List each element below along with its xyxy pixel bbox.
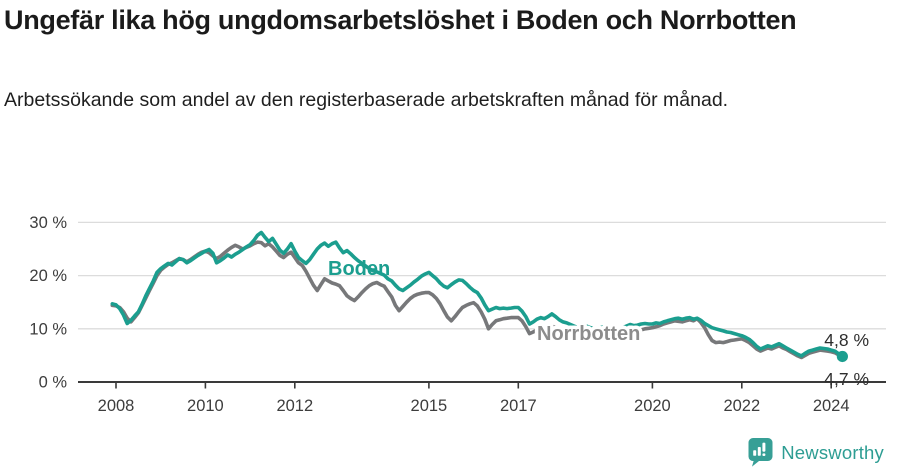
series-line-norrbotten xyxy=(110,240,845,360)
norrbotten-series-label: Norrbotten xyxy=(537,323,640,345)
newsworthy-branding[interactable]: Newsworthy xyxy=(748,438,884,467)
y-axis-tick-label: 0 % xyxy=(39,374,68,392)
x-axis-tick-label: 2024 xyxy=(813,397,850,415)
chart-subtitle: Arbetssökande som andel av den registerb… xyxy=(4,89,729,111)
y-axis-tick-label: 10 % xyxy=(29,320,67,338)
logo-bar-tall xyxy=(758,447,762,456)
x-axis-tick-label: 2010 xyxy=(187,397,224,415)
line-chart: 0 % 10 % 20 % 30 % 2008 2010 2012 2015 2017 2020 2… xyxy=(29,214,886,415)
newsworthy-wordmark: Newsworthy xyxy=(781,441,884,463)
x-axis-tick-label: 2017 xyxy=(500,397,537,415)
series-line-boden xyxy=(110,230,845,359)
x-axis-tick-label: 2015 xyxy=(411,397,448,415)
logo-exclamation-dot xyxy=(762,453,766,456)
newsworthy-logo-icon xyxy=(748,438,773,467)
logo-exclamation-bar xyxy=(762,442,766,452)
logo-bar-short xyxy=(753,450,757,456)
norrbotten-end-value-label: 4,7 % xyxy=(824,369,869,389)
x-axis-tick-label: 2020 xyxy=(634,397,671,415)
x-axis-tick-label: 2012 xyxy=(276,397,313,415)
y-axis-tick-label: 30 % xyxy=(29,214,67,232)
y-axis-tick-label: 20 % xyxy=(29,267,67,285)
x-axis-tick-label: 2022 xyxy=(723,397,760,415)
boden-end-value-label: 4,8 % xyxy=(824,330,869,350)
x-axis-tick-label: 2008 xyxy=(98,397,135,415)
boden-series-label: Boden xyxy=(328,258,390,280)
boden-end-dot xyxy=(836,350,848,363)
chart-title: Ungefär lika hög ungdomsarbetslöshet i B… xyxy=(4,5,797,35)
